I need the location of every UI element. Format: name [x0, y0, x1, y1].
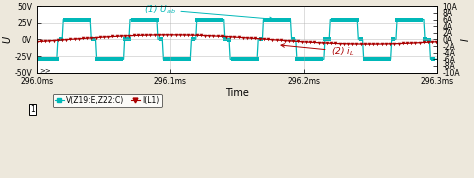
Text: 1: 1 — [30, 105, 35, 114]
V(Z19:E,Z22:C) — [276, 19, 282, 21]
V(Z19:E,Z22:C) — [291, 38, 297, 41]
I(L1) — [276, 39, 282, 41]
V(Z19:E,Z22:C) — [409, 19, 414, 21]
I(L1) — [409, 42, 414, 44]
I(L1) — [366, 43, 372, 45]
V(Z19:E,Z22:C) — [435, 58, 440, 60]
V(Z19:E,Z22:C) — [223, 38, 229, 41]
Text: (1) $U_{ab}$: (1) $U_{ab}$ — [144, 3, 273, 21]
V(Z19:E,Z22:C) — [134, 19, 139, 21]
Line: I(L1): I(L1) — [35, 33, 439, 46]
V(Z19:E,Z22:C) — [321, 58, 327, 60]
X-axis label: Time: Time — [225, 88, 249, 98]
I(L1) — [134, 34, 139, 36]
V(Z19:E,Z22:C) — [34, 58, 40, 60]
I(L1) — [223, 35, 229, 38]
I(L1) — [166, 34, 172, 36]
I(L1) — [291, 40, 297, 42]
I(L1) — [34, 41, 40, 43]
Y-axis label: U: U — [3, 36, 13, 43]
I(L1) — [321, 42, 327, 44]
Y-axis label: I: I — [461, 38, 471, 41]
Text: >>: >> — [39, 67, 51, 73]
I(L1) — [435, 41, 440, 43]
Legend: V(Z19:E,Z22:C), I(L1): V(Z19:E,Z22:C), I(L1) — [53, 94, 162, 107]
Text: (2) $i_L$: (2) $i_L$ — [281, 44, 354, 57]
V(Z19:E,Z22:C) — [60, 19, 66, 21]
Line: V(Z19:E,Z22:C): V(Z19:E,Z22:C) — [35, 18, 439, 61]
